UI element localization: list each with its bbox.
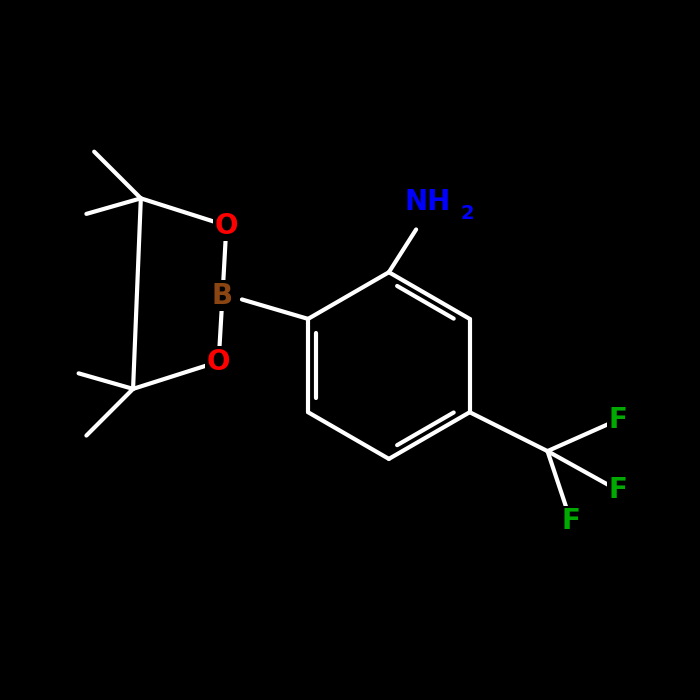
Text: F: F <box>608 476 627 504</box>
Text: O: O <box>215 211 238 239</box>
Text: NH: NH <box>405 188 451 216</box>
Text: 2: 2 <box>461 204 474 223</box>
Text: B: B <box>212 281 233 309</box>
Text: F: F <box>561 507 580 535</box>
Text: F: F <box>608 406 627 434</box>
Text: O: O <box>207 348 230 376</box>
